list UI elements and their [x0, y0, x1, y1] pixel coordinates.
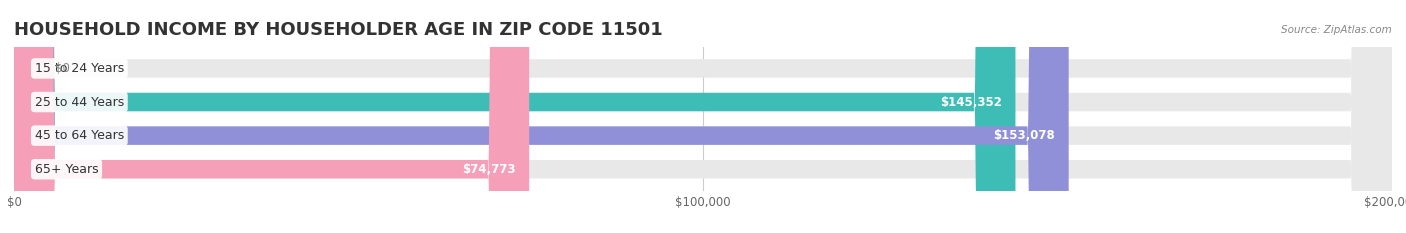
FancyBboxPatch shape	[14, 0, 1015, 233]
FancyBboxPatch shape	[14, 0, 1392, 233]
Text: $74,773: $74,773	[463, 163, 516, 176]
Text: Source: ZipAtlas.com: Source: ZipAtlas.com	[1281, 25, 1392, 35]
Text: $145,352: $145,352	[939, 96, 1001, 109]
Text: 15 to 24 Years: 15 to 24 Years	[35, 62, 124, 75]
Text: 45 to 64 Years: 45 to 64 Years	[35, 129, 124, 142]
FancyBboxPatch shape	[14, 0, 1392, 233]
Text: 25 to 44 Years: 25 to 44 Years	[35, 96, 124, 109]
FancyBboxPatch shape	[14, 0, 1069, 233]
FancyBboxPatch shape	[14, 0, 529, 233]
Text: $153,078: $153,078	[993, 129, 1054, 142]
Text: HOUSEHOLD INCOME BY HOUSEHOLDER AGE IN ZIP CODE 11501: HOUSEHOLD INCOME BY HOUSEHOLDER AGE IN Z…	[14, 21, 662, 39]
Text: $0: $0	[55, 62, 70, 75]
Text: 65+ Years: 65+ Years	[35, 163, 98, 176]
FancyBboxPatch shape	[14, 0, 1392, 233]
FancyBboxPatch shape	[14, 0, 1392, 233]
